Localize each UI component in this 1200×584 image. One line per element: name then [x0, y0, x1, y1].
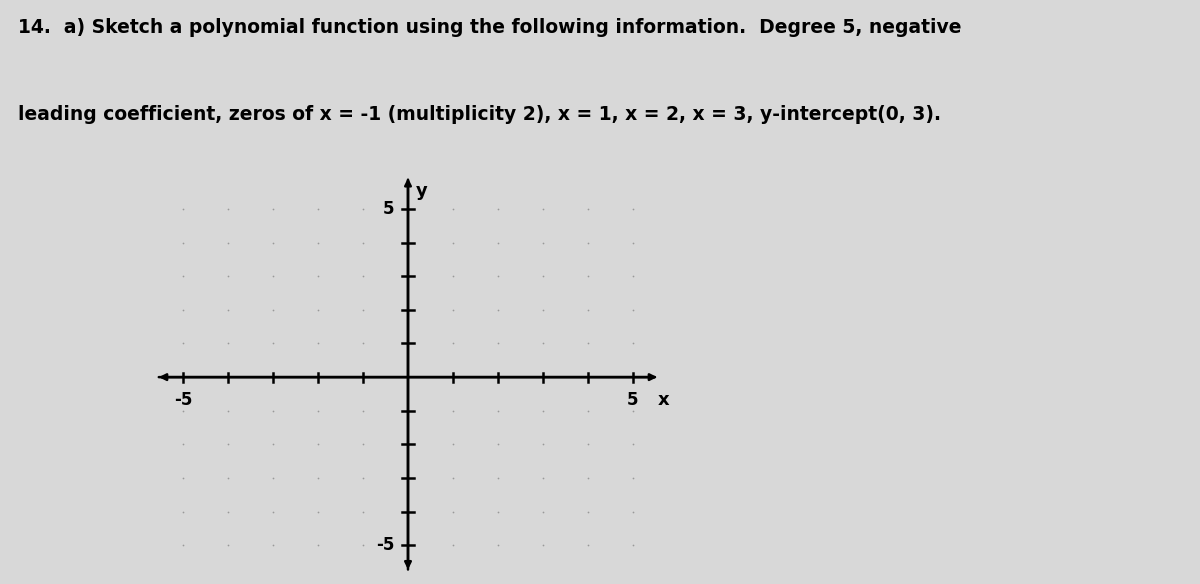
Text: 5: 5 — [628, 391, 638, 409]
Text: 5: 5 — [383, 200, 395, 218]
Text: leading coefficient, zeros of x = -1 (multiplicity 2), x = 1, x = 2, x = 3, y-in: leading coefficient, zeros of x = -1 (mu… — [18, 105, 941, 124]
Text: x: x — [658, 391, 670, 409]
Text: -5: -5 — [174, 391, 192, 409]
Text: -5: -5 — [376, 536, 395, 554]
Text: y: y — [416, 182, 428, 200]
Text: 14.  a) Sketch a polynomial function using the following information.  Degree 5,: 14. a) Sketch a polynomial function usin… — [18, 18, 961, 37]
